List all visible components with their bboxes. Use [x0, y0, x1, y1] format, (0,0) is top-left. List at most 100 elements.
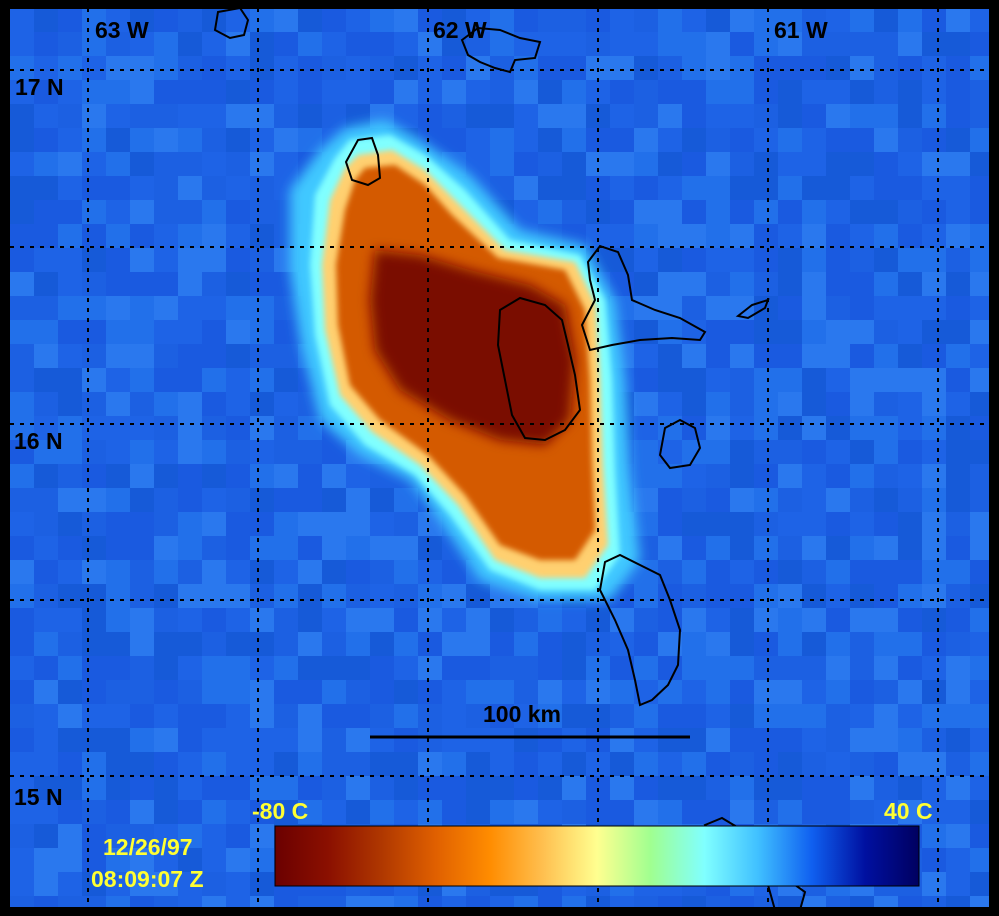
background-pixel: [106, 200, 130, 224]
background-pixel: [490, 104, 514, 128]
background-pixel: [82, 608, 106, 632]
background-pixel: [322, 632, 346, 656]
background-pixel: [274, 344, 298, 368]
background-pixel: [106, 872, 130, 896]
background-pixel: [442, 656, 466, 680]
background-pixel: [154, 776, 178, 800]
background-pixel: [706, 608, 730, 632]
background-pixel: [682, 32, 706, 56]
background-pixel: [658, 416, 682, 440]
background-pixel: [490, 608, 514, 632]
background-pixel: [802, 152, 826, 176]
background-pixel: [106, 152, 130, 176]
background-pixel: [82, 104, 106, 128]
background-pixel: [898, 584, 922, 608]
background-pixel: [322, 104, 346, 128]
background-pixel: [34, 536, 58, 560]
background-pixel: [58, 56, 82, 80]
background-pixel: [730, 704, 754, 728]
background-pixel: [34, 488, 58, 512]
background-pixel: [58, 560, 82, 584]
background-pixel: [346, 752, 370, 776]
background-pixel: [658, 200, 682, 224]
background-pixel: [10, 392, 34, 416]
background-pixel: [538, 200, 562, 224]
background-pixel: [466, 104, 490, 128]
background-pixel: [850, 80, 874, 104]
background-pixel: [754, 368, 778, 392]
background-pixel: [754, 176, 778, 200]
background-pixel: [778, 560, 802, 584]
background-pixel: [58, 344, 82, 368]
background-pixel: [730, 176, 754, 200]
background-pixel: [490, 704, 514, 728]
timestamp-time: 08:09:07 Z: [91, 866, 204, 892]
background-pixel: [178, 776, 202, 800]
background-pixel: [34, 440, 58, 464]
background-pixel: [10, 560, 34, 584]
background-pixel: [898, 704, 922, 728]
background-pixel: [946, 680, 970, 704]
background-pixel: [634, 512, 658, 536]
background-pixel: [826, 656, 850, 680]
background-pixel: [274, 320, 298, 344]
background-pixel: [274, 656, 298, 680]
background-pixel: [202, 752, 226, 776]
background-pixel: [826, 560, 850, 584]
background-pixel: [226, 152, 250, 176]
background-pixel: [802, 752, 826, 776]
background-pixel: [178, 752, 202, 776]
background-pixel: [58, 512, 82, 536]
background-pixel: [394, 584, 418, 608]
background-pixel: [730, 32, 754, 56]
background-pixel: [610, 776, 634, 800]
background-pixel: [922, 608, 946, 632]
background-pixel: [250, 8, 274, 32]
background-pixel: [946, 344, 970, 368]
background-pixel: [874, 200, 898, 224]
background-pixel: [10, 128, 34, 152]
background-pixel: [418, 728, 442, 752]
background-pixel: [826, 248, 850, 272]
background-pixel: [466, 56, 490, 80]
background-pixel: [178, 152, 202, 176]
background-pixel: [82, 32, 106, 56]
background-pixel: [850, 608, 874, 632]
background-pixel: [154, 344, 178, 368]
background-pixel: [178, 104, 202, 128]
background-pixel: [922, 320, 946, 344]
background-pixel: [682, 8, 706, 32]
background-pixel: [898, 224, 922, 248]
background-pixel: [202, 224, 226, 248]
background-pixel: [370, 704, 394, 728]
background-pixel: [274, 440, 298, 464]
background-pixel: [778, 272, 802, 296]
background-pixel: [898, 800, 922, 824]
background-pixel: [178, 248, 202, 272]
background-pixel: [322, 8, 346, 32]
background-pixel: [514, 128, 538, 152]
background-pixel: [562, 752, 586, 776]
background-pixel: [58, 176, 82, 200]
background-pixel: [274, 152, 298, 176]
background-pixel: [106, 128, 130, 152]
background-pixel: [178, 584, 202, 608]
background-pixel: [658, 752, 682, 776]
background-pixel: [514, 32, 538, 56]
background-pixel: [10, 176, 34, 200]
background-pixel: [226, 296, 250, 320]
background-pixel: [898, 440, 922, 464]
background-pixel: [250, 632, 274, 656]
background-pixel: [466, 80, 490, 104]
background-pixel: [178, 728, 202, 752]
background-pixel: [250, 272, 274, 296]
background-pixel: [778, 440, 802, 464]
background-pixel: [442, 608, 466, 632]
background-pixel: [346, 536, 370, 560]
background-pixel: [34, 248, 58, 272]
background-pixel: [778, 104, 802, 128]
background-pixel: [58, 656, 82, 680]
background-pixel: [466, 128, 490, 152]
background-pixel: [370, 680, 394, 704]
background-pixel: [922, 464, 946, 488]
